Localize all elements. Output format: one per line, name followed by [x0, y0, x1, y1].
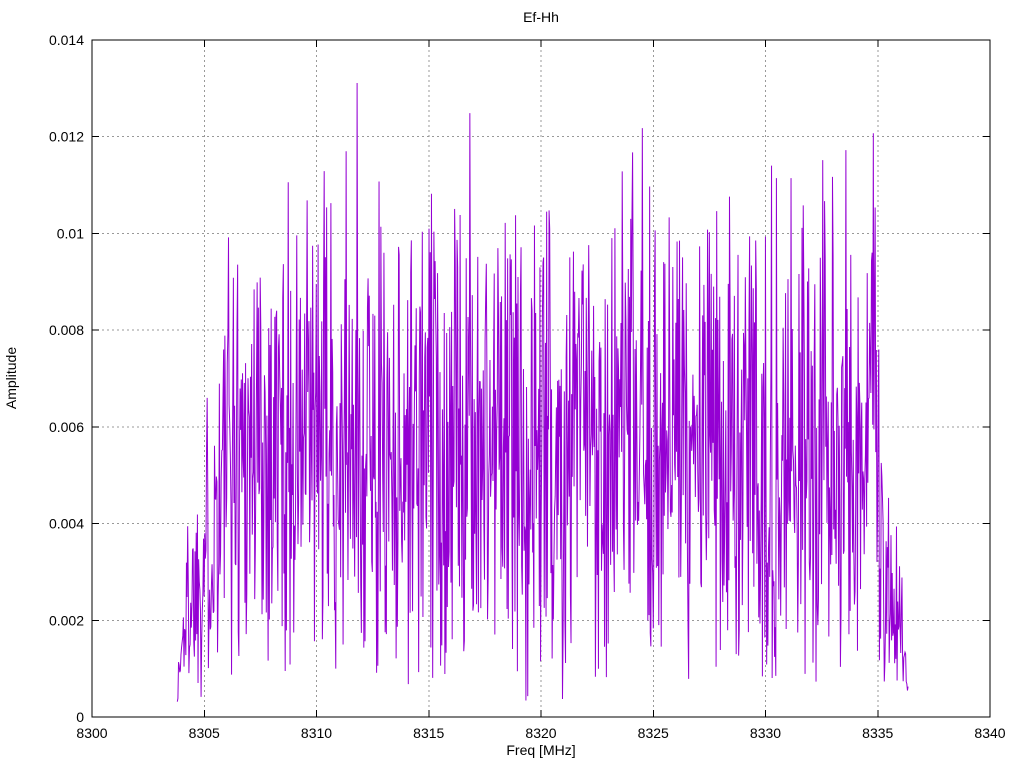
x-tick-label: 8300 — [76, 725, 107, 741]
y-tick-label: 0.002 — [49, 612, 84, 628]
x-tick-label: 8310 — [301, 725, 332, 741]
y-tick-label: 0.014 — [49, 32, 84, 48]
signal-trace — [176, 82, 909, 702]
x-tick-label: 8335 — [862, 725, 893, 741]
y-tick-label: 0 — [76, 709, 84, 725]
y-tick-label: 0.008 — [49, 322, 84, 338]
x-axis-title: Freq [MHz] — [506, 742, 576, 758]
y-tick-label: 0.01 — [57, 225, 84, 241]
y-tick-label: 0.012 — [49, 129, 84, 145]
x-tick-label: 8340 — [974, 725, 1005, 741]
x-tick-label: 8325 — [638, 725, 669, 741]
y-tick-label: 0.004 — [49, 516, 84, 532]
x-tick-label: 8330 — [750, 725, 781, 741]
x-tick-label: 8320 — [525, 725, 556, 741]
x-tick-label: 8305 — [189, 725, 220, 741]
chart-title: Ef-Hh — [523, 9, 559, 25]
x-tick-label: 8315 — [413, 725, 444, 741]
y-tick-label: 0.006 — [49, 419, 84, 435]
